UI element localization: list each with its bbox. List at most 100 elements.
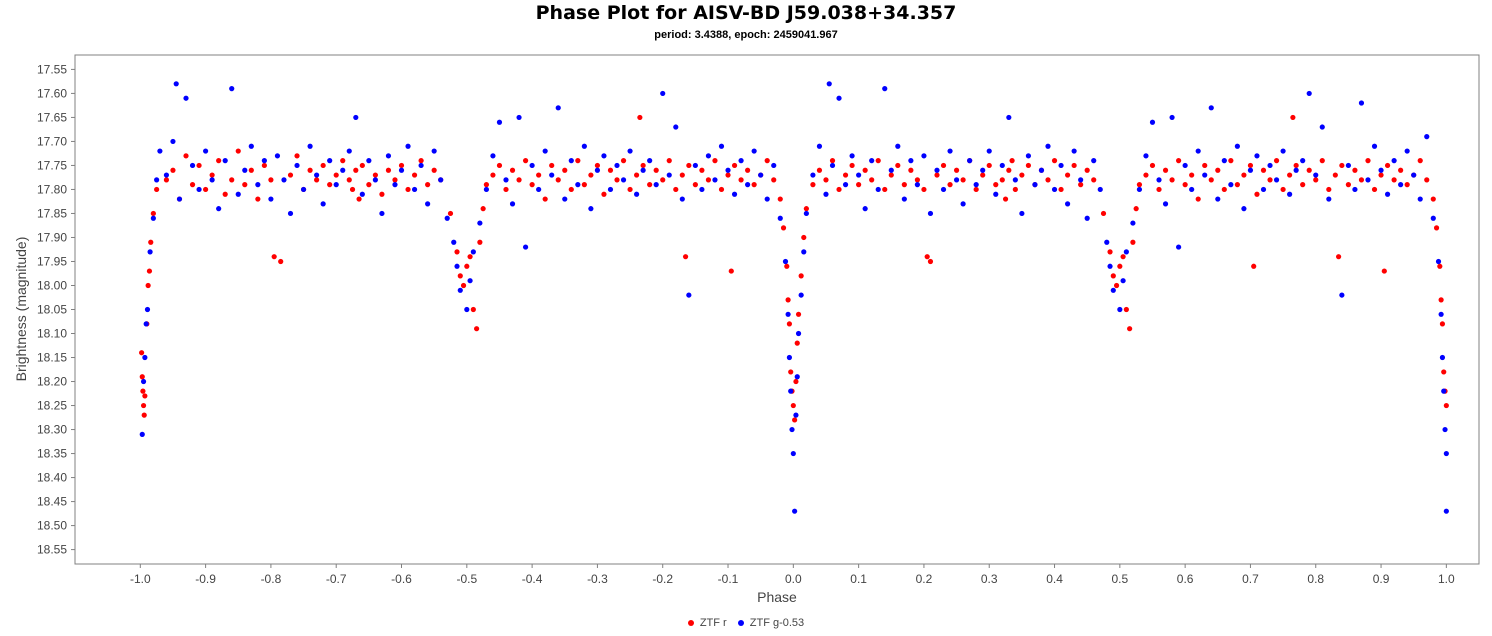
data-point-ztf-g [856,172,862,178]
data-point-ztf-g [411,186,418,193]
data-point-ztf-r [1336,254,1342,260]
data-point-ztf-g [457,287,463,293]
x-tick-label: -0.3 [587,572,608,586]
data-point-ztf-r [924,254,930,260]
data-point-ztf-g [229,86,235,92]
data-point-ztf-g [300,186,307,193]
data-point-ztf-g [790,450,796,457]
data-point-ztf-g [594,167,601,173]
data-point-ztf-g [1038,167,1045,173]
data-point-ztf-g [1097,186,1103,193]
data-point-ztf-g [1273,177,1280,183]
data-point-ztf-r [594,162,601,169]
x-tick-label: -0.4 [522,572,543,586]
data-point-ztf-g [953,177,960,183]
data-point-ztf-r [1064,172,1071,178]
data-point-ztf-r [927,258,934,265]
data-point-ztf-g [1195,148,1201,154]
data-point-ztf-g [801,249,807,255]
data-point-ztf-r [139,374,145,380]
data-point-ztf-g [1228,182,1234,188]
data-point-ztf-g [1120,278,1126,284]
data-point-ztf-g [562,196,568,202]
data-point-ztf-r [1332,172,1338,178]
data-point-ztf-g [333,182,339,188]
data-point-ztf-g [154,177,160,183]
data-point-ztf-r [418,158,424,164]
data-point-ztf-g [1443,450,1449,457]
legend-label-ztf-g: ZTF g-0.53 [749,617,805,629]
data-point-ztf-r [477,239,483,245]
data-point-ztf-r [810,182,816,188]
data-point-ztf-r [785,297,791,303]
data-point-ztf-g [788,388,794,394]
x-tick-label: -0.8 [261,572,282,586]
data-point-ztf-r [346,177,352,183]
data-point-ztf-g [829,162,836,169]
data-point-ztf-r [268,177,274,183]
data-point-ztf-g [575,182,581,188]
data-point-ztf-g [973,182,979,188]
y-tick-label: 17.95 [37,254,67,268]
data-point-ztf-g [745,182,751,188]
data-point-ztf-r [1110,273,1116,279]
data-points [139,81,1449,514]
data-point-ztf-g [490,153,496,159]
data-point-ztf-r [777,196,783,202]
data-point-ztf-r [1215,167,1221,173]
data-point-ztf-r [470,306,476,313]
data-point-ztf-g [255,182,261,188]
y-axis: 17.55 17.60 17.65 17.70 17.75 17.80 17.85 17.90… [37,62,75,557]
data-point-ztf-g [660,90,666,97]
data-point-ztf-r [940,162,947,169]
data-point-ztf-g [1019,210,1025,217]
data-point-ztf-r [786,321,793,327]
data-point-ztf-g [901,196,907,202]
data-point-ztf-r [248,167,254,173]
x-axis-label: Phase [757,589,797,605]
data-point-ztf-g [536,186,542,193]
legend-item-ztf-r: ZTF r [687,617,727,629]
data-point-ztf-g [1032,182,1038,188]
data-point-ztf-g [792,508,798,514]
data-point-ztf-g [738,158,744,164]
data-point-ztf-r [1254,191,1260,197]
data-point-ztf-g [340,167,346,173]
data-point-ztf-g [1411,172,1417,178]
data-point-ztf-r [542,196,548,202]
data-point-ztf-g [725,167,731,173]
data-point-ztf-g [1430,215,1436,221]
x-tick-label: 0.4 [1046,572,1063,586]
data-point-ztf-r [216,158,222,164]
data-point-ztf-r [921,186,927,193]
data-point-ztf-r [1300,182,1306,188]
data-point-ztf-g [908,158,914,164]
data-point-ztf-g [140,378,147,385]
data-point-ztf-r [953,167,960,173]
data-point-ztf-r [1025,162,1032,169]
data-point-ztf-g [1156,177,1162,183]
data-point-ztf-r [1319,158,1325,164]
data-point-ztf-g [705,153,712,159]
data-point-ztf-r [790,402,796,409]
data-point-ztf-g [798,292,804,298]
data-point-ztf-r [307,167,313,173]
data-point-ztf-g [679,196,685,202]
data-point-ztf-g [385,153,392,159]
data-point-ztf-g [1162,201,1169,207]
data-point-ztf-g [1442,426,1448,433]
data-point-ztf-g [405,143,411,149]
data-point-ztf-g [372,177,378,183]
data-point-ztf-g [980,167,986,173]
data-point-ztf-g [1071,148,1077,154]
data-point-ztf-r [457,273,463,279]
data-point-ztf-g [1104,239,1110,245]
data-point-ztf-r [522,158,529,164]
data-point-ztf-r [314,177,320,183]
data-point-ztf-r [575,158,581,164]
data-point-ztf-g [601,153,607,159]
data-point-ztf-r [1280,186,1286,193]
data-point-ztf-r [816,167,823,173]
data-point-ztf-g [986,148,992,154]
data-point-ztf-r [682,254,689,260]
